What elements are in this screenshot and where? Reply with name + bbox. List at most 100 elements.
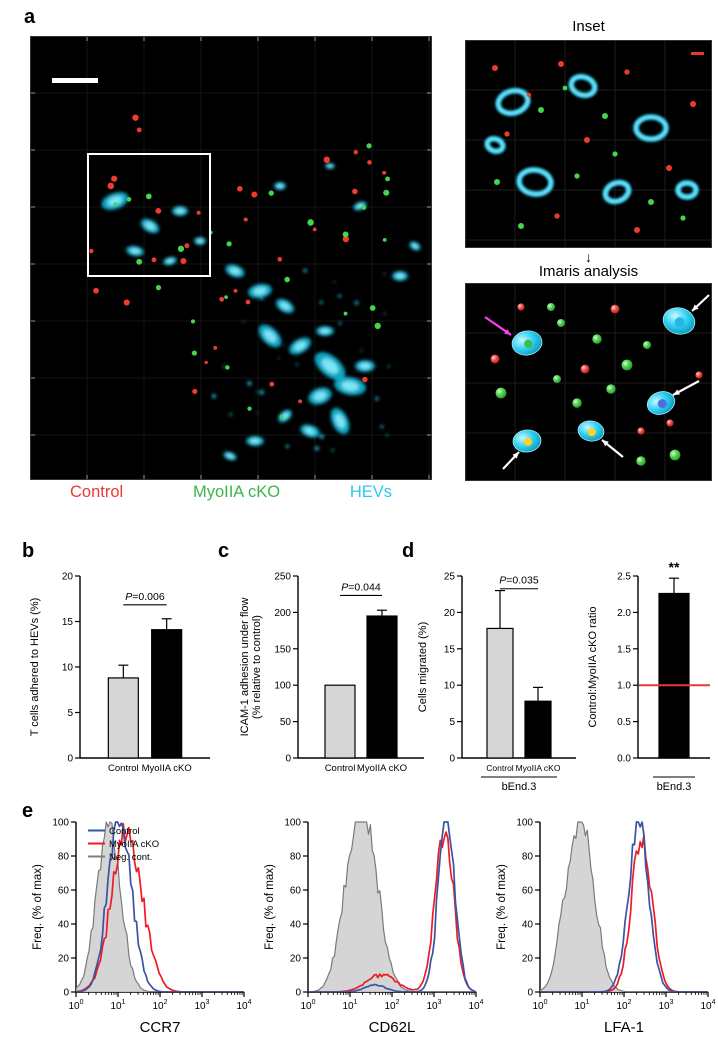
hev-structures [101, 163, 421, 461]
bar-chart-b: 0 5 10 15 20 T cells adhered to HEVs (%) Contr… [29, 572, 210, 774]
svg-text:20: 20 [290, 954, 302, 965]
histogram-e_cd62l: 0 20 40 60 80 100 100 101 102 103 104 Freq. (% of m… [264, 818, 484, 1037]
svg-text:0: 0 [527, 988, 533, 999]
svg-text:0: 0 [449, 754, 455, 765]
svg-text:T cells adhered to HEVs (%): T cells adhered to HEVs (%) [29, 598, 41, 737]
microscopy-image [30, 36, 432, 480]
bar [151, 629, 183, 759]
imaris-image [465, 283, 712, 481]
legend-myoiia-cko-label: MyoIIA cKO [192, 483, 281, 501]
magenta-arrow [484, 316, 512, 336]
svg-text:100: 100 [284, 818, 301, 829]
svg-text:Cells migrated (%): Cells migrated (%) [417, 622, 429, 712]
series-control [540, 821, 708, 992]
bar [107, 677, 139, 759]
svg-text:101: 101 [574, 999, 589, 1012]
svg-text:100: 100 [52, 818, 69, 829]
svg-text:MyoIIA cKO: MyoIIA cKO [109, 839, 159, 850]
chart-control-cko-ratio: 0.0 0.5 1.0 1.5 2.0 2.5 Control:MyoIIA cKO rat… [584, 550, 716, 795]
svg-text:40: 40 [290, 920, 302, 931]
chart-t-cells-adhered: 0 5 10 15 20 T cells adhered to HEVs (%) Contr… [26, 550, 218, 795]
legend-control-label: Control [70, 483, 124, 501]
svg-text:2.0: 2.0 [617, 608, 631, 619]
svg-text:100: 100 [68, 999, 83, 1012]
svg-text:60: 60 [58, 886, 70, 897]
svg-text:0.5: 0.5 [617, 717, 631, 728]
svg-text:ICAM-1 adhesion under flow: ICAM-1 adhesion under flow [239, 598, 251, 737]
panel-a-legend: Control MyoIIA cKO HEVs [30, 483, 432, 502]
svg-text:250: 250 [274, 572, 291, 583]
panel-e-label: e [22, 800, 34, 822]
svg-text:100: 100 [274, 681, 291, 692]
chart-ccr7-histogram: 0 20 40 60 80 100 100 101 102 103 104 Freq. (% of m… [30, 812, 252, 1047]
imaris-panel [465, 283, 712, 481]
svg-text:20: 20 [62, 572, 74, 583]
svg-text:Control: Control [325, 763, 356, 774]
histogram-e_lfa1: 0 20 40 60 80 100 100 101 102 103 104 Freq. (% of m… [496, 818, 716, 1037]
series-neg-cont- [540, 821, 708, 992]
svg-text:Control: Control [486, 763, 514, 773]
svg-text:0: 0 [63, 988, 69, 999]
svg-text:102: 102 [152, 999, 167, 1012]
svg-text:103: 103 [658, 999, 673, 1012]
svg-text:80: 80 [58, 852, 70, 863]
panel-b-label: b [22, 540, 35, 562]
series-control [76, 821, 244, 992]
svg-text:5: 5 [449, 717, 455, 728]
bar [324, 684, 356, 759]
svg-text:Freq. (% of max): Freq. (% of max) [32, 864, 44, 950]
bar-chart-c: 0 50 100 150 200 250 ICAM-1 adhesion under flo… [239, 572, 424, 774]
series-myoiia-cko [76, 822, 244, 992]
svg-text:1.5: 1.5 [617, 644, 631, 655]
svg-text:102: 102 [384, 999, 399, 1012]
myoiia-cko-cells [113, 143, 391, 419]
svg-text:LFA-1: LFA-1 [604, 1019, 644, 1036]
svg-text:103: 103 [194, 999, 209, 1012]
bar-chart-d2: 0.0 0.5 1.0 1.5 2.0 2.5 Control:MyoIIA cKO rat… [587, 559, 710, 793]
chart-cells-migrated: 0 5 10 15 20 25 Cells migrated (%) Control MyoII… [414, 550, 582, 795]
svg-text:40: 40 [522, 920, 534, 931]
p-value: P=0.006 [125, 591, 165, 603]
svg-text:100: 100 [300, 999, 315, 1012]
svg-text:MyoIIA cKO: MyoIIA cKO [516, 763, 561, 773]
svg-text:25: 25 [444, 572, 456, 583]
p-value: P=0.035 [499, 575, 539, 587]
svg-text:15: 15 [62, 617, 74, 628]
down-arrow-icon: ↓ [585, 249, 592, 265]
svg-text:80: 80 [522, 852, 534, 863]
svg-text:101: 101 [342, 999, 357, 1012]
bar [524, 700, 552, 759]
hev-surfaces [511, 307, 696, 453]
series-neg-cont- [76, 821, 244, 992]
control-cells [492, 61, 696, 233]
svg-text:200: 200 [274, 608, 291, 619]
svg-text:Control: Control [109, 826, 140, 837]
scale-bar [52, 78, 98, 83]
svg-text:2.5: 2.5 [617, 572, 631, 583]
svg-text:103: 103 [426, 999, 441, 1012]
microscopy-main-panel [30, 36, 432, 480]
svg-text:60: 60 [522, 886, 534, 897]
svg-text:CD62L: CD62L [369, 1019, 416, 1036]
svg-text:10: 10 [444, 681, 456, 692]
svg-text:MyoIIA cKO: MyoIIA cKO [142, 763, 192, 774]
svg-text:20: 20 [58, 954, 70, 965]
svg-text:0: 0 [67, 754, 73, 765]
svg-text:1.0: 1.0 [617, 681, 631, 692]
svg-text:101: 101 [110, 999, 125, 1012]
svg-text:**: ** [669, 559, 680, 575]
svg-text:15: 15 [444, 644, 456, 655]
svg-text:20: 20 [522, 954, 534, 965]
svg-text:100: 100 [516, 818, 533, 829]
panel-a-label: a [24, 6, 36, 28]
svg-text:50: 50 [280, 717, 292, 728]
svg-text:Control: Control [108, 763, 139, 774]
svg-text:60: 60 [290, 886, 302, 897]
svg-text:80: 80 [290, 852, 302, 863]
svg-text:0.0: 0.0 [617, 754, 631, 765]
svg-text:Freq. (% of max): Freq. (% of max) [264, 864, 276, 950]
inset-title: Inset [572, 18, 605, 35]
control-spheres [490, 303, 703, 435]
series-neg-cont- [308, 821, 476, 992]
